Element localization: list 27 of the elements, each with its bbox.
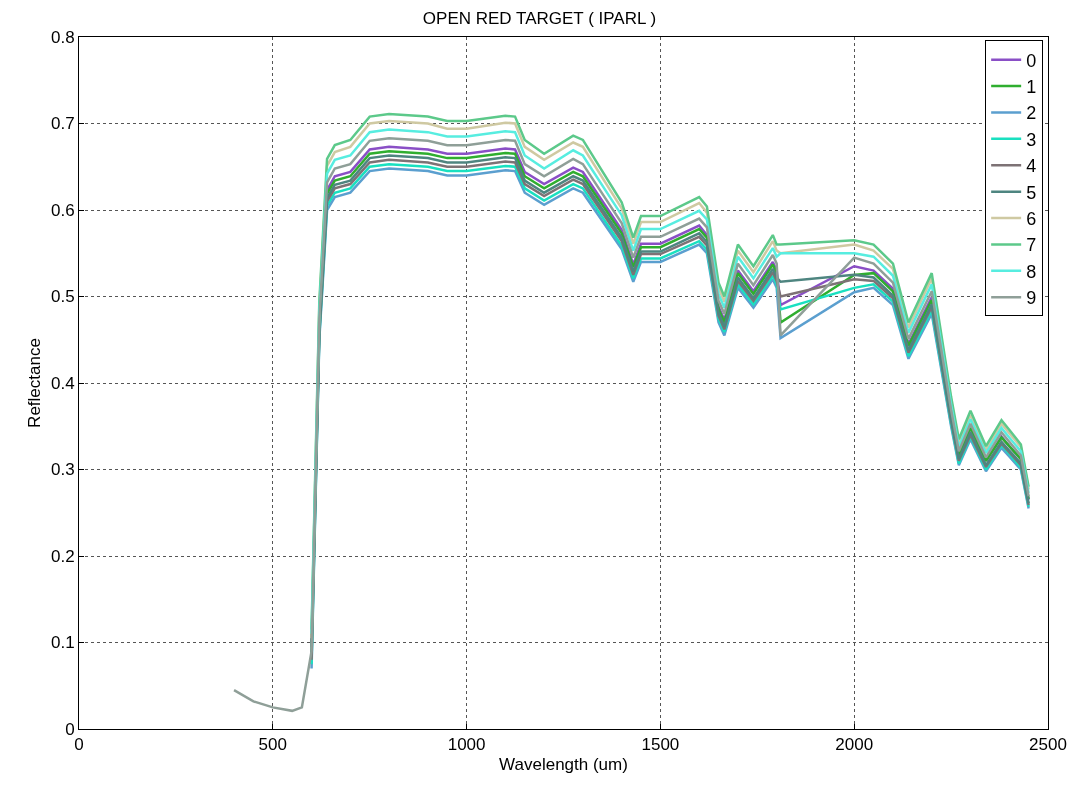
legend-label: 6 — [1026, 209, 1037, 230]
legend-label: 0 — [1026, 50, 1037, 71]
y-tick-label: 0.7 — [50, 114, 75, 134]
legend-label: 4 — [1026, 156, 1037, 177]
y-tick-label: 0.5 — [50, 287, 75, 307]
y-tick-label: 0.2 — [50, 546, 75, 566]
y-tick-label: 0.4 — [50, 373, 75, 393]
y-tick-label: 0 — [65, 719, 75, 739]
x-tick-label: 2000 — [835, 735, 874, 755]
y-tick-label: 0.1 — [50, 633, 75, 653]
legend-label: 8 — [1026, 261, 1037, 282]
legend-label: 9 — [1026, 288, 1037, 309]
legend-label: 2 — [1026, 103, 1037, 124]
legend-label: 3 — [1026, 129, 1037, 150]
chart-title: OPEN RED TARGET ( IPARL ) — [422, 8, 657, 28]
legend-label: 5 — [1026, 182, 1037, 203]
legend-label: 1 — [1026, 77, 1037, 98]
legend-label: 7 — [1026, 235, 1037, 256]
x-axis-title: Wavelength (um) — [499, 754, 628, 774]
y-tick-label: 0.3 — [50, 460, 75, 480]
x-tick-label: 1500 — [641, 735, 680, 755]
y-axis-title: Reflectance — [24, 338, 44, 428]
y-tick-label: 0.6 — [50, 200, 75, 220]
x-tick-label: 1000 — [447, 735, 486, 755]
x-tick-label: 500 — [258, 735, 287, 755]
x-tick-label: 2500 — [1029, 735, 1067, 755]
y-tick-label: 0.8 — [50, 27, 75, 47]
